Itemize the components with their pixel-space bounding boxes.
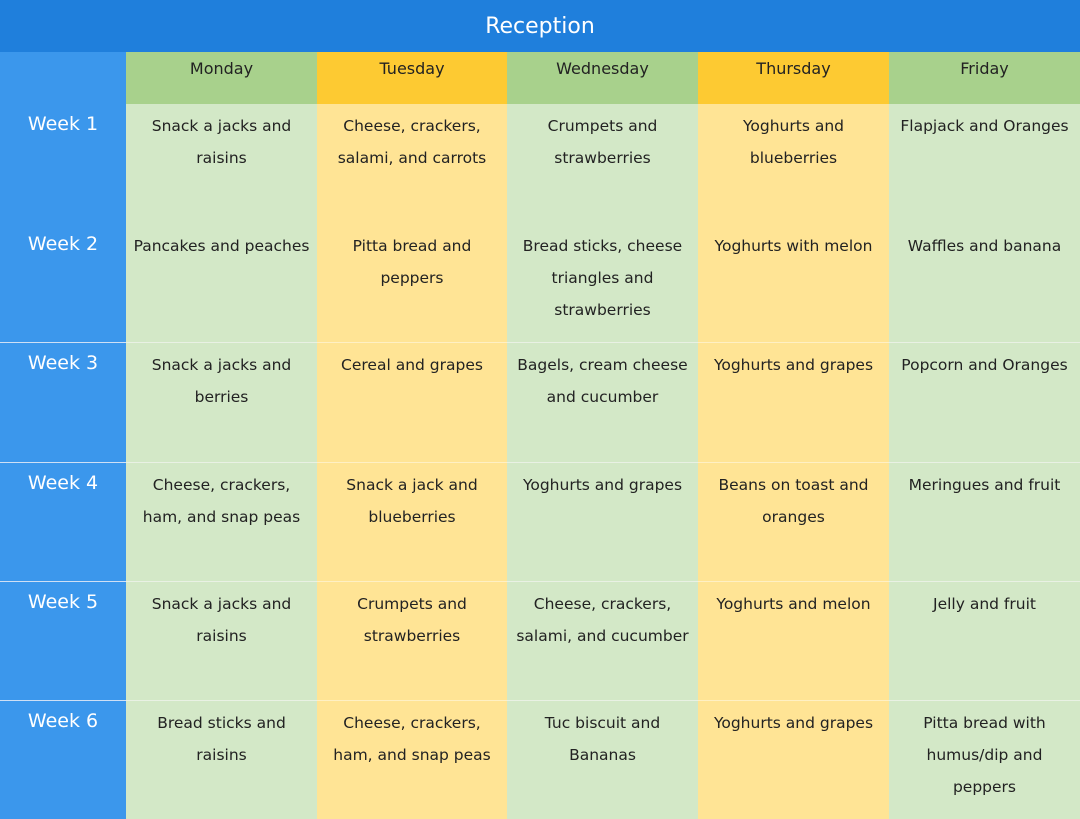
menu-cell: Cheese, crackers, salami, and carrots <box>317 104 507 224</box>
menu-cell: Pitta bread with humus/dip and peppers <box>889 700 1080 819</box>
menu-cell: Jelly and fruit <box>889 581 1080 700</box>
menu-cell: Snack a jack and blueberries <box>317 462 507 581</box>
menu-cell: Flapjack and Oranges <box>889 104 1080 224</box>
week-label: Week 2 <box>0 224 126 342</box>
week-label: Week 3 <box>0 342 126 462</box>
menu-cell: Bread sticks and raisins <box>126 700 317 819</box>
menu-cell: Pancakes and peaches <box>126 224 317 342</box>
day-header-wednesday: Wednesday <box>507 52 698 104</box>
menu-cell: Yoghurts and grapes <box>507 462 698 581</box>
menu-cell: Cheese, crackers, salami, and cucumber <box>507 581 698 700</box>
menu-cell: Crumpets and strawberries <box>507 104 698 224</box>
day-header-monday: Monday <box>126 52 317 104</box>
menu-cell: Yoghurts with melon <box>698 224 889 342</box>
menu-cell: Bagels, cream cheese and cucumber <box>507 342 698 462</box>
menu-cell: Yoghurts and blueberries <box>698 104 889 224</box>
week-label: Week 5 <box>0 581 126 700</box>
menu-cell: Beans on toast and oranges <box>698 462 889 581</box>
menu-cell: Meringues and fruit <box>889 462 1080 581</box>
menu-cell: Tuc biscuit and Bananas <box>507 700 698 819</box>
week-label: Week 6 <box>0 700 126 819</box>
menu-cell: Yoghurts and grapes <box>698 342 889 462</box>
week-label: Week 1 <box>0 104 126 224</box>
page-title: Reception <box>0 0 1080 52</box>
menu-cell: Cheese, crackers, ham, and snap peas <box>126 462 317 581</box>
menu-cell: Bread sticks, cheese triangles and straw… <box>507 224 698 342</box>
menu-cell: Snack a jacks and berries <box>126 342 317 462</box>
menu-cell: Pitta bread and peppers <box>317 224 507 342</box>
day-header-thursday: Thursday <box>698 52 889 104</box>
menu-cell: Yoghurts and melon <box>698 581 889 700</box>
menu-cell: Cheese, crackers, ham, and snap peas <box>317 700 507 819</box>
menu-cell: Yoghurts and grapes <box>698 700 889 819</box>
menu-cell: Waffles and banana <box>889 224 1080 342</box>
menu-cell: Snack a jacks and raisins <box>126 581 317 700</box>
table-corner <box>0 52 126 104</box>
snack-menu-table: Monday Tuesday Wednesday Thursday Friday… <box>0 52 1080 819</box>
week-label: Week 4 <box>0 462 126 581</box>
menu-cell: Snack a jacks and raisins <box>126 104 317 224</box>
menu-cell: Popcorn and Oranges <box>889 342 1080 462</box>
menu-cell: Cereal and grapes <box>317 342 507 462</box>
menu-cell: Crumpets and strawberries <box>317 581 507 700</box>
day-header-tuesday: Tuesday <box>317 52 507 104</box>
day-header-friday: Friday <box>889 52 1080 104</box>
